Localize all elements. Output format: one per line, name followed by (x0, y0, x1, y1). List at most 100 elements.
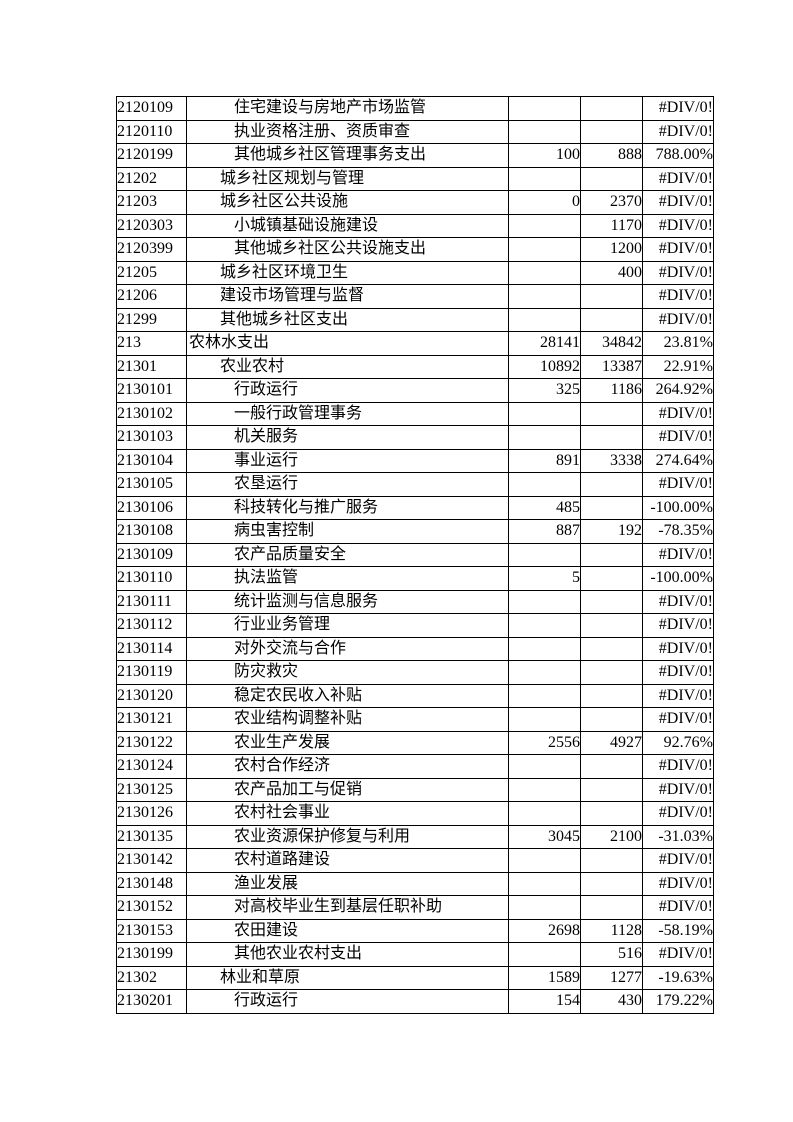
row-change-rate: -78.35% (642, 519, 714, 544)
row-value-col1 (508, 613, 581, 638)
row-change-rate: #DIV/0! (642, 119, 714, 144)
row-value-col2: 1277 (580, 965, 643, 990)
row-code: 2130119 (116, 660, 187, 685)
row-code: 2130125 (116, 777, 187, 802)
row-change-rate: 179.22% (642, 989, 714, 1014)
row-value-col1: 3045 (508, 824, 581, 849)
row-value-col1 (508, 707, 581, 732)
row-value-col2 (580, 801, 643, 826)
row-value-col2: 400 (580, 260, 643, 285)
row-code: 2120199 (116, 143, 187, 168)
row-code: 2130103 (116, 425, 187, 450)
row-code: 2120399 (116, 237, 187, 262)
row-change-rate: #DIV/0! (642, 425, 714, 450)
row-change-rate: #DIV/0! (642, 213, 714, 238)
row-value-col1 (508, 401, 581, 426)
row-value-col2: 430 (580, 989, 643, 1014)
row-change-rate: #DIV/0! (642, 284, 714, 309)
table-row: 2130122 农业生产发展 2556 4927 92.76% (116, 730, 714, 755)
table-row: 21203 城乡社区公共设施 0 2370 #DIV/0! (116, 190, 714, 215)
row-value-col2 (580, 401, 643, 426)
row-change-rate: #DIV/0! (642, 848, 714, 873)
table-row: 21302 林业和草原 1589 1277 -19.63% (116, 965, 714, 990)
row-code: 2130104 (116, 448, 187, 473)
row-name: 农业生产发展 (186, 730, 509, 755)
row-code: 2130201 (116, 989, 187, 1014)
row-value-col1 (508, 589, 581, 614)
row-value-col1 (508, 237, 581, 262)
row-value-col1 (508, 260, 581, 285)
row-value-col2: 4927 (580, 730, 643, 755)
table-row: 2130135 农业资源保护修复与利用 3045 2100 -31.03% (116, 824, 714, 849)
row-value-col1: 2556 (508, 730, 581, 755)
row-code: 2130101 (116, 378, 187, 403)
table-row: 2120109 住宅建设与房地产市场监管 #DIV/0! (116, 96, 714, 121)
row-name: 城乡社区环境卫生 (186, 260, 509, 285)
row-change-rate: #DIV/0! (642, 237, 714, 262)
row-change-rate: -19.63% (642, 965, 714, 990)
row-value-col1: 10892 (508, 354, 581, 379)
row-name: 其他农业农村支出 (186, 942, 509, 967)
row-value-col1: 891 (508, 448, 581, 473)
table-row: 2130124 农村合作经济 #DIV/0! (116, 754, 714, 779)
row-value-col2 (580, 495, 643, 520)
row-name: 农村社会事业 (186, 801, 509, 826)
row-change-rate: #DIV/0! (642, 801, 714, 826)
row-code: 213 (116, 331, 187, 356)
row-value-col1 (508, 213, 581, 238)
row-value-col1: 887 (508, 519, 581, 544)
row-change-rate: 23.81% (642, 331, 714, 356)
table-row: 2130114 对外交流与合作 #DIV/0! (116, 636, 714, 661)
row-name: 执法监管 (186, 566, 509, 591)
row-value-col1 (508, 848, 581, 873)
row-change-rate: -100.00% (642, 566, 714, 591)
row-code: 2130110 (116, 566, 187, 591)
row-name: 农垦运行 (186, 472, 509, 497)
row-change-rate: #DIV/0! (642, 190, 714, 215)
table-row: 2130121 农业结构调整补贴 #DIV/0! (116, 707, 714, 732)
table-row: 2130104 事业运行 891 3338 274.64% (116, 448, 714, 473)
row-value-col2: 2100 (580, 824, 643, 849)
table-row: 2130142 农村道路建设 #DIV/0! (116, 848, 714, 873)
row-code: 2130106 (116, 495, 187, 520)
table-row: 21299 其他城乡社区支出 #DIV/0! (116, 307, 714, 332)
row-value-col1 (508, 754, 581, 779)
row-change-rate: -58.19% (642, 918, 714, 943)
row-value-col1 (508, 472, 581, 497)
row-value-col1 (508, 895, 581, 920)
row-value-col1 (508, 166, 581, 191)
row-code: 21203 (116, 190, 187, 215)
table-row: 2130201 行政运行 154 430 179.22% (116, 989, 714, 1014)
row-value-col2 (580, 96, 643, 121)
row-change-rate: #DIV/0! (642, 683, 714, 708)
row-name: 行政运行 (186, 378, 509, 403)
row-code: 2130102 (116, 401, 187, 426)
row-change-rate: #DIV/0! (642, 472, 714, 497)
row-name: 对外交流与合作 (186, 636, 509, 661)
table-row: 2120399 其他城乡社区公共设施支出 1200 #DIV/0! (116, 237, 714, 262)
table-row: 213 农林水支出 28141 34842 23.81% (116, 331, 714, 356)
row-value-col1: 100 (508, 143, 581, 168)
row-value-col1: 28141 (508, 331, 581, 356)
table-row: 2130153 农田建设 2698 1128 -58.19% (116, 918, 714, 943)
row-change-rate: #DIV/0! (642, 895, 714, 920)
row-value-col2 (580, 542, 643, 567)
row-code: 21302 (116, 965, 187, 990)
row-code: 21205 (116, 260, 187, 285)
row-code: 2130109 (116, 542, 187, 567)
row-change-rate: 92.76% (642, 730, 714, 755)
table-row: 2120199 其他城乡社区管理事务支出 100 888 788.00% (116, 143, 714, 168)
row-change-rate: #DIV/0! (642, 542, 714, 567)
row-value-col2: 1186 (580, 378, 643, 403)
row-value-col1: 1589 (508, 965, 581, 990)
table-row: 2130102 一般行政管理事务 #DIV/0! (116, 401, 714, 426)
row-code: 2130124 (116, 754, 187, 779)
row-name: 行政运行 (186, 989, 509, 1014)
row-name: 农业资源保护修复与利用 (186, 824, 509, 849)
row-name: 其他城乡社区公共设施支出 (186, 237, 509, 262)
row-value-col2 (580, 284, 643, 309)
row-name: 农村合作经济 (186, 754, 509, 779)
budget-expenditure-table: 2120109 住宅建设与房地产市场监管 #DIV/0! 2120110 执业资格注册、… (116, 96, 714, 1014)
row-code: 2130152 (116, 895, 187, 920)
row-code: 21206 (116, 284, 187, 309)
